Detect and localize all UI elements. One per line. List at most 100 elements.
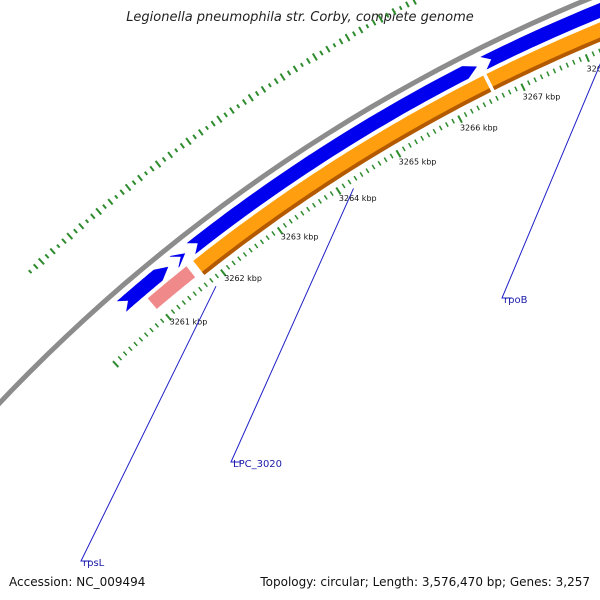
scale-tick bbox=[451, 118, 455, 124]
gene-label: rpsL bbox=[83, 558, 105, 569]
scale-tick bbox=[335, 187, 342, 195]
scale-tick bbox=[552, 68, 557, 74]
gc-skew-mark bbox=[32, 263, 39, 270]
gc-skew-mark bbox=[197, 128, 204, 136]
scale-tick bbox=[192, 291, 197, 297]
gc-skew-mark bbox=[185, 137, 192, 146]
gc-skew-mark bbox=[338, 38, 344, 45]
scale-tick bbox=[377, 160, 382, 166]
scale-tick bbox=[242, 251, 248, 257]
gc-skew-mark bbox=[137, 174, 143, 182]
scale-tick bbox=[470, 108, 474, 114]
scale-tick bbox=[438, 125, 443, 131]
scale-tick bbox=[507, 89, 512, 95]
topology-summary: Topology: circular; Length: 3,576,470 bp… bbox=[260, 575, 590, 589]
gc-skew-mark bbox=[273, 78, 279, 85]
gene-label-leader bbox=[230, 188, 354, 463]
gc-skew-mark bbox=[143, 171, 149, 176]
scale-tick bbox=[248, 247, 253, 253]
gc-skew-mark bbox=[365, 24, 370, 29]
scale-tick bbox=[559, 65, 563, 71]
scale-tick bbox=[371, 164, 376, 170]
gc-skew-mark bbox=[73, 228, 78, 234]
gc-skew-mark bbox=[124, 183, 132, 192]
gc-skew-mark bbox=[56, 243, 61, 249]
gc-skew-mark bbox=[119, 189, 125, 196]
gc-skew-mark bbox=[344, 33, 351, 42]
gc-skew-mark bbox=[279, 73, 286, 81]
scale-tick bbox=[122, 351, 128, 356]
scale-tick bbox=[329, 191, 334, 197]
scale-tick bbox=[300, 210, 305, 216]
gc-skew-mark bbox=[154, 160, 162, 168]
scale-tick bbox=[457, 115, 463, 124]
gc-skew-mark bbox=[66, 232, 74, 240]
gc-skew-mark bbox=[229, 107, 235, 115]
gc-skew-mark bbox=[241, 98, 247, 106]
scale-tick bbox=[488, 98, 493, 105]
gene-feature-shadow bbox=[201, 88, 492, 275]
gc-skew-mark bbox=[292, 65, 299, 73]
scale-tick bbox=[294, 214, 299, 220]
gc-skew-mark bbox=[391, 8, 397, 16]
scale-tick bbox=[445, 122, 449, 128]
scale-tick bbox=[128, 346, 133, 352]
gc-skew-mark bbox=[319, 50, 324, 56]
scale-tick bbox=[117, 355, 123, 361]
gc-skew-mark bbox=[267, 83, 272, 88]
scale-tick-label: 3264 kbp bbox=[339, 194, 377, 203]
cds-feature bbox=[116, 266, 169, 312]
gene-feature bbox=[486, 22, 600, 89]
scale-tick bbox=[414, 139, 418, 145]
scale-tick bbox=[181, 300, 187, 305]
gc-skew-mark bbox=[325, 45, 331, 53]
gc-skew-mark bbox=[398, 5, 403, 11]
scale-tick bbox=[365, 168, 370, 174]
scale-tick-label: 3268 kbp bbox=[587, 64, 600, 73]
cds-feature bbox=[480, 2, 600, 70]
scale-tick bbox=[395, 149, 402, 158]
scale-tick-label: 3261 kbp bbox=[170, 318, 208, 327]
gene-labels: rpsL LPC_3020 rpoB bbox=[80, 63, 600, 569]
scale-tick bbox=[317, 198, 322, 204]
scale-tick bbox=[282, 222, 287, 228]
scale-tick bbox=[254, 243, 259, 249]
scale-tick bbox=[149, 327, 154, 333]
gc-skew-mark bbox=[223, 112, 228, 118]
scale-tick bbox=[527, 80, 531, 86]
scale-tick bbox=[176, 304, 181, 310]
gc-skew-mark bbox=[61, 238, 67, 245]
scale-tick bbox=[533, 77, 537, 83]
scale-tick bbox=[214, 273, 220, 279]
scale-tick bbox=[154, 322, 160, 328]
scale-tick-label: 3266 kbp bbox=[460, 124, 498, 133]
scale-tick bbox=[482, 102, 487, 108]
scale-tick bbox=[276, 226, 284, 235]
gc-skew-mark bbox=[174, 148, 179, 153]
cds-feature bbox=[186, 66, 477, 255]
scale-tick bbox=[401, 146, 406, 152]
scale-tick bbox=[463, 111, 468, 118]
scale-tick bbox=[539, 74, 544, 80]
gc-skew-mark bbox=[352, 31, 357, 37]
scale-tick bbox=[312, 202, 317, 208]
gc-skew-mark bbox=[216, 115, 223, 124]
gc-skew-mark bbox=[305, 57, 311, 64]
gc-skew-mark bbox=[179, 142, 185, 149]
scale-tick bbox=[323, 194, 328, 200]
gc-skew-mark bbox=[107, 198, 114, 206]
scale-tick bbox=[306, 206, 311, 212]
genome-backbone bbox=[0, 0, 593, 407]
gc-skew-mark bbox=[95, 207, 102, 216]
gc-skew-mark bbox=[114, 194, 119, 200]
scale-tick bbox=[572, 59, 576, 65]
scale-tick bbox=[546, 71, 550, 77]
gc-skew-mark bbox=[385, 12, 390, 18]
scale-tick bbox=[578, 56, 582, 63]
gc-skew-mark bbox=[149, 165, 155, 172]
scale-tick bbox=[160, 318, 165, 324]
cds-feature bbox=[169, 253, 186, 268]
scale-tick-label: 3267 kbp bbox=[523, 93, 561, 102]
gc-skew-mark bbox=[167, 151, 174, 159]
